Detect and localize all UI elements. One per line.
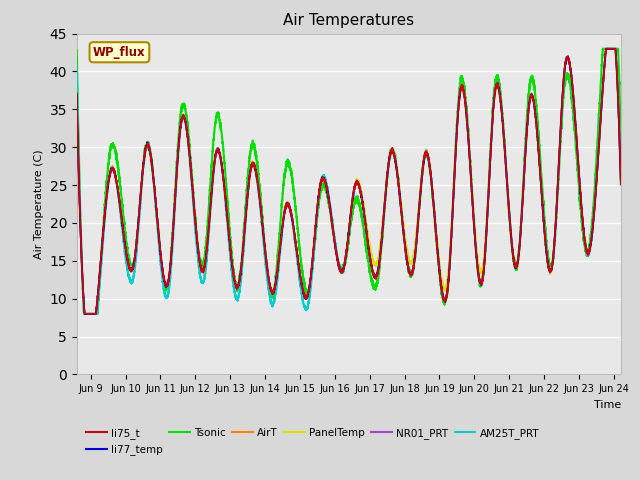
PanelTemp <box>481 248 488 254</box>
Tsonic <box>280 180 288 186</box>
NR01_PRT <box>280 213 288 219</box>
AirT <box>280 214 288 219</box>
Tsonic <box>80 311 88 317</box>
li75_t <box>481 258 488 264</box>
X-axis label: Time: Time <box>593 400 621 409</box>
AirT <box>523 135 531 141</box>
AM25T_PRT <box>280 213 288 219</box>
Tsonic <box>481 259 488 265</box>
AM25T_PRT <box>80 311 88 317</box>
AM25T_PRT <box>400 233 408 239</box>
AirT <box>620 311 628 317</box>
AirT <box>170 221 177 227</box>
PanelTemp <box>280 213 288 218</box>
li77_temp <box>523 134 531 140</box>
li75_t <box>428 181 436 187</box>
Legend: li75_t, li77_temp, Tsonic, AirT, PanelTemp, NR01_PRT, AM25T_PRT: li75_t, li77_temp, Tsonic, AirT, PanelTe… <box>82 424 543 459</box>
PanelTemp <box>620 311 628 317</box>
AirT <box>428 182 436 188</box>
NR01_PRT <box>481 258 488 264</box>
Line: AM25T_PRT: AM25T_PRT <box>74 49 624 314</box>
li77_temp <box>170 221 177 227</box>
li77_temp <box>481 258 488 264</box>
AM25T_PRT <box>523 135 531 141</box>
AirT <box>70 46 77 52</box>
AirT <box>481 258 488 264</box>
AM25T_PRT <box>428 181 436 187</box>
li75_t <box>81 311 88 317</box>
PanelTemp <box>400 223 408 229</box>
NR01_PRT <box>70 46 77 52</box>
Line: li75_t: li75_t <box>74 49 624 314</box>
Y-axis label: Air Temperature (C): Air Temperature (C) <box>34 149 44 259</box>
li77_temp <box>70 46 77 52</box>
NR01_PRT <box>81 311 88 317</box>
PanelTemp <box>81 311 88 317</box>
Line: AirT: AirT <box>74 49 624 314</box>
li75_t <box>280 211 288 216</box>
li77_temp <box>620 311 628 317</box>
li77_temp <box>81 311 88 317</box>
Line: Tsonic: Tsonic <box>74 49 624 314</box>
PanelTemp <box>170 220 177 226</box>
li75_t <box>523 135 531 141</box>
Tsonic <box>428 181 436 187</box>
NR01_PRT <box>523 134 531 140</box>
Tsonic <box>170 217 177 223</box>
li75_t <box>400 232 408 238</box>
li77_temp <box>400 231 408 237</box>
Tsonic <box>620 308 628 313</box>
Tsonic <box>70 46 77 52</box>
AirT <box>400 234 408 240</box>
AirT <box>81 311 88 317</box>
Tsonic <box>400 231 408 237</box>
AM25T_PRT <box>70 46 77 52</box>
li75_t <box>620 311 628 317</box>
AM25T_PRT <box>170 229 177 235</box>
Text: WP_flux: WP_flux <box>93 46 146 59</box>
li77_temp <box>280 212 288 217</box>
NR01_PRT <box>400 232 408 238</box>
li77_temp <box>428 183 436 189</box>
PanelTemp <box>70 46 77 52</box>
Line: NR01_PRT: NR01_PRT <box>74 49 624 314</box>
AM25T_PRT <box>481 257 488 263</box>
Line: li77_temp: li77_temp <box>74 49 624 314</box>
Line: PanelTemp: PanelTemp <box>74 49 624 314</box>
Tsonic <box>523 122 531 128</box>
NR01_PRT <box>620 311 628 317</box>
li75_t <box>70 46 77 52</box>
NR01_PRT <box>428 182 436 188</box>
li75_t <box>170 219 177 225</box>
Title: Air Temperatures: Air Temperatures <box>284 13 414 28</box>
PanelTemp <box>523 134 531 140</box>
NR01_PRT <box>170 221 177 227</box>
AM25T_PRT <box>620 311 628 317</box>
PanelTemp <box>428 179 436 184</box>
